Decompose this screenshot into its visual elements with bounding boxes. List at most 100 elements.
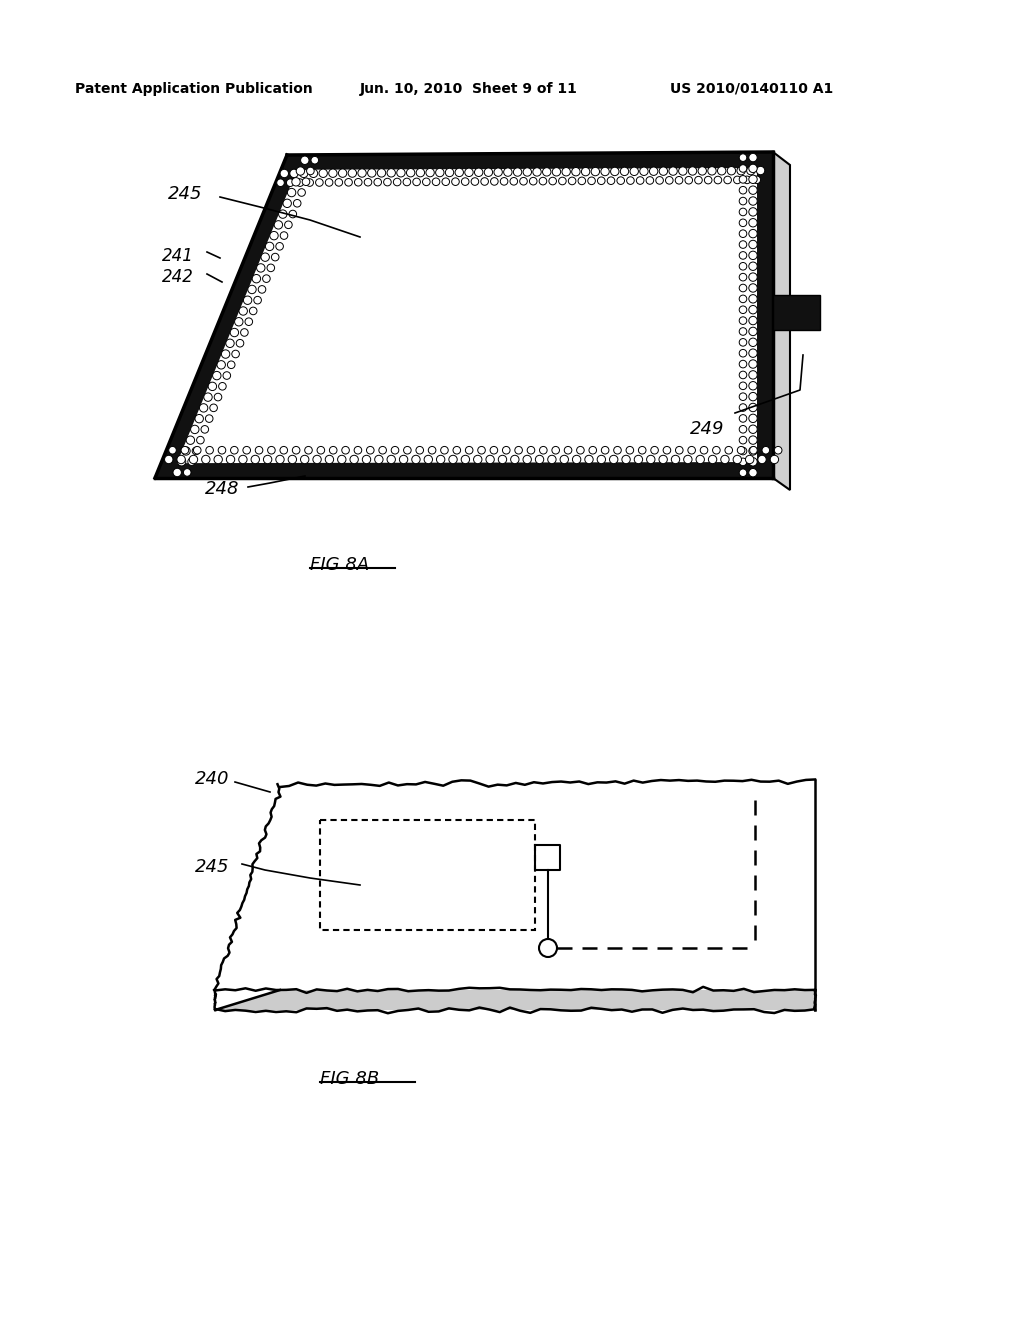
Circle shape <box>749 458 757 466</box>
Circle shape <box>261 253 269 261</box>
Circle shape <box>733 176 741 183</box>
Circle shape <box>221 350 229 358</box>
Circle shape <box>317 446 325 454</box>
Circle shape <box>384 178 391 186</box>
Circle shape <box>536 455 544 463</box>
Circle shape <box>354 178 362 186</box>
Circle shape <box>326 178 333 186</box>
Circle shape <box>243 446 251 454</box>
Circle shape <box>387 169 395 177</box>
Circle shape <box>613 446 622 454</box>
Circle shape <box>718 166 726 176</box>
Circle shape <box>626 446 634 454</box>
Polygon shape <box>773 294 820 330</box>
Circle shape <box>271 253 279 261</box>
Circle shape <box>548 455 556 463</box>
Circle shape <box>305 446 312 454</box>
Circle shape <box>739 469 746 477</box>
Circle shape <box>245 318 253 326</box>
Circle shape <box>739 381 746 389</box>
Circle shape <box>757 166 765 174</box>
Circle shape <box>679 166 687 176</box>
Circle shape <box>527 446 535 454</box>
Circle shape <box>749 404 757 412</box>
Circle shape <box>280 446 288 454</box>
Circle shape <box>407 169 415 177</box>
Circle shape <box>254 297 261 304</box>
Circle shape <box>543 168 551 176</box>
Circle shape <box>749 425 757 433</box>
Circle shape <box>428 446 436 454</box>
Circle shape <box>609 455 617 463</box>
Circle shape <box>513 168 522 177</box>
Circle shape <box>190 425 199 434</box>
Circle shape <box>743 176 751 183</box>
Circle shape <box>655 177 664 185</box>
Circle shape <box>630 168 638 176</box>
Circle shape <box>348 169 356 177</box>
Circle shape <box>276 180 285 186</box>
Circle shape <box>281 232 288 239</box>
Circle shape <box>275 243 284 249</box>
Circle shape <box>354 446 361 454</box>
Circle shape <box>739 306 746 314</box>
Circle shape <box>749 176 757 183</box>
Circle shape <box>465 168 473 177</box>
Circle shape <box>749 436 757 445</box>
Circle shape <box>597 455 605 463</box>
Circle shape <box>749 197 757 205</box>
Circle shape <box>659 166 668 176</box>
Circle shape <box>696 455 705 463</box>
Circle shape <box>749 207 757 216</box>
Circle shape <box>739 425 746 433</box>
Circle shape <box>532 168 542 176</box>
Circle shape <box>350 455 358 463</box>
Circle shape <box>396 169 406 177</box>
Circle shape <box>698 166 707 176</box>
Circle shape <box>510 177 517 185</box>
Circle shape <box>646 177 653 185</box>
Circle shape <box>739 327 746 335</box>
Circle shape <box>739 404 746 412</box>
Circle shape <box>294 199 301 207</box>
Circle shape <box>182 446 190 455</box>
Circle shape <box>183 469 191 477</box>
Circle shape <box>739 273 746 281</box>
Circle shape <box>165 455 173 463</box>
Circle shape <box>462 178 469 185</box>
Circle shape <box>770 455 778 463</box>
Circle shape <box>230 446 239 454</box>
Circle shape <box>275 455 285 463</box>
Circle shape <box>315 178 324 186</box>
Circle shape <box>607 177 614 185</box>
Circle shape <box>739 284 746 292</box>
Circle shape <box>739 437 746 444</box>
Circle shape <box>285 220 292 228</box>
Circle shape <box>426 169 434 177</box>
Circle shape <box>571 168 580 176</box>
Circle shape <box>749 348 757 358</box>
Circle shape <box>499 455 507 463</box>
Circle shape <box>540 177 547 185</box>
Circle shape <box>173 469 181 477</box>
Circle shape <box>283 199 292 207</box>
Circle shape <box>311 156 318 164</box>
Circle shape <box>649 168 657 176</box>
Circle shape <box>688 446 695 454</box>
Circle shape <box>549 177 556 185</box>
Circle shape <box>490 178 498 185</box>
Circle shape <box>749 186 757 194</box>
Circle shape <box>214 455 222 463</box>
Circle shape <box>387 455 395 463</box>
Circle shape <box>197 437 204 444</box>
Circle shape <box>739 209 746 215</box>
Circle shape <box>342 446 349 454</box>
Text: 241: 241 <box>162 247 194 265</box>
Polygon shape <box>215 990 815 1010</box>
Circle shape <box>708 166 716 176</box>
Text: 245: 245 <box>168 185 203 203</box>
Circle shape <box>676 446 683 454</box>
Circle shape <box>262 275 270 282</box>
Circle shape <box>206 446 213 454</box>
Circle shape <box>432 178 440 186</box>
